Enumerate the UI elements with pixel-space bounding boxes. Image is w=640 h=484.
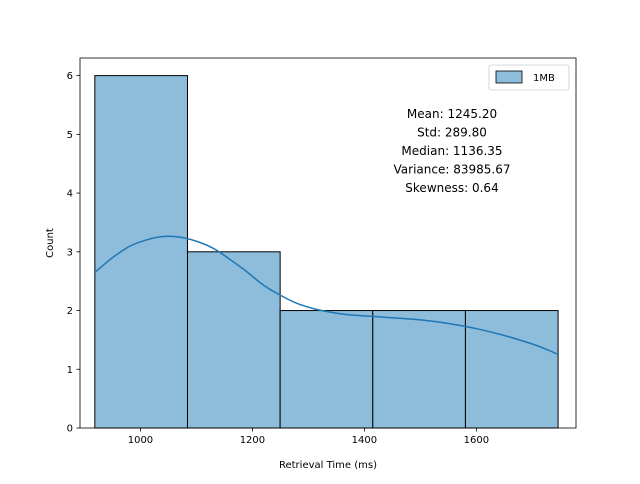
y-tick-label-5: 5 bbox=[67, 130, 73, 141]
stats-line-2: Std: 289.80 bbox=[417, 126, 487, 140]
histogram-bar-1 bbox=[94, 75, 188, 429]
stats-line-3: Median: 1136.35 bbox=[401, 144, 502, 158]
y-tick-label-3: 3 bbox=[67, 247, 73, 258]
axes-frame bbox=[79, 57, 577, 429]
x-tick-label-1200: 1200 bbox=[240, 435, 265, 446]
stats-line-5: Skewness: 0.64 bbox=[405, 181, 498, 195]
x-axis-label: Retrieval Time (ms) bbox=[279, 460, 377, 471]
y-tick-label-6: 6 bbox=[67, 71, 73, 82]
histogram-bar-5 bbox=[464, 310, 559, 429]
legend-label-1mb: 1MB bbox=[533, 73, 555, 84]
histogram-bar-4 bbox=[372, 310, 466, 429]
y-axis-label: Count bbox=[45, 228, 56, 258]
y-axis-ticks: 0 1 2 3 4 5 6 bbox=[67, 71, 80, 435]
histogram-bar-2 bbox=[186, 251, 281, 429]
x-tick-label-1000: 1000 bbox=[128, 435, 153, 446]
kde-curve bbox=[94, 235, 559, 356]
legend: 1MB bbox=[488, 64, 570, 91]
legend-swatch-1mb bbox=[495, 70, 523, 84]
stats-line-1: Mean: 1245.20 bbox=[407, 107, 497, 121]
y-tick-label-4: 4 bbox=[67, 189, 73, 200]
stats-annotation: Mean: 1245.20 Std: 289.80 Median: 1136.35 V… bbox=[394, 107, 511, 195]
x-tick-label-1600: 1600 bbox=[464, 435, 489, 446]
bars-layer bbox=[94, 75, 559, 429]
stats-line-4: Variance: 83985.67 bbox=[394, 163, 511, 177]
y-tick-label-1: 1 bbox=[67, 365, 73, 376]
y-tick-label-0: 0 bbox=[67, 424, 73, 435]
x-axis-ticks: 1000 1200 1400 1600 bbox=[128, 428, 489, 446]
histogram-bar-3 bbox=[279, 310, 374, 429]
y-tick-label-2: 2 bbox=[67, 306, 73, 317]
x-tick-label-1400: 1400 bbox=[352, 435, 377, 446]
